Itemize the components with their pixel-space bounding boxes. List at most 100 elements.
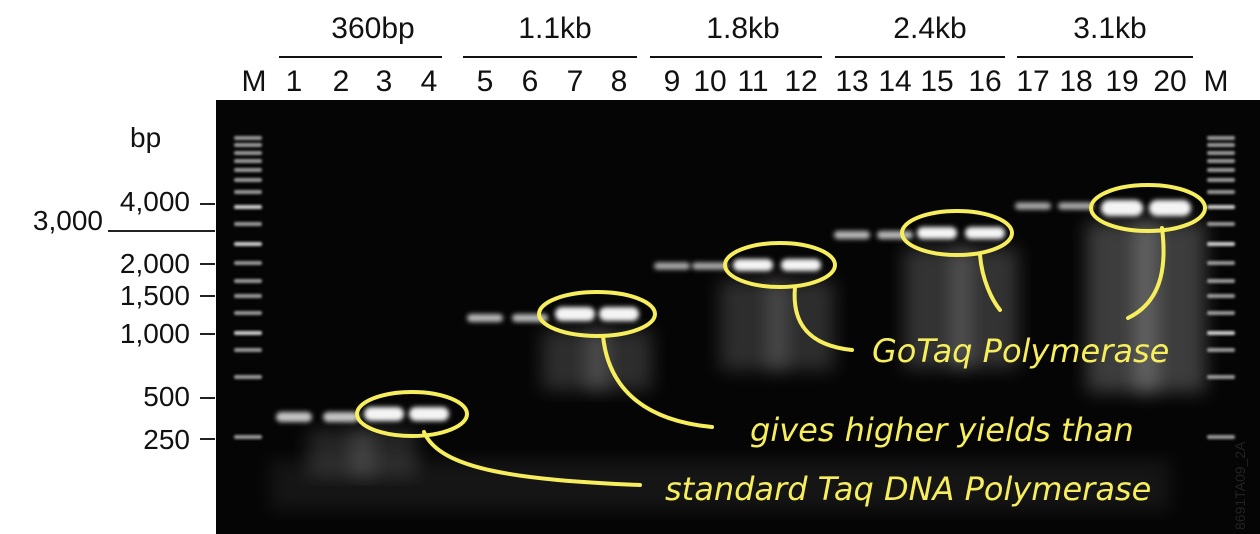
ladder-band — [234, 279, 262, 283]
ladder-band — [1207, 205, 1235, 209]
ladder-band — [1207, 261, 1235, 265]
sample-band-lane-10 — [692, 262, 728, 270]
lane-label-11: 11 — [737, 65, 769, 98]
ladder-band — [1207, 136, 1235, 140]
lane-label-4: 4 — [420, 65, 438, 98]
group-underline — [279, 56, 442, 58]
ladder-band — [234, 136, 262, 140]
sample-band-lane-4 — [409, 407, 449, 421]
size-label-4000: 4,000 — [119, 186, 190, 217]
group-underline — [463, 56, 637, 58]
ladder-band — [1207, 348, 1235, 352]
lane-label-12: 12 — [784, 65, 818, 98]
ladder-band — [1207, 168, 1235, 172]
ladder-band — [1207, 190, 1235, 194]
ladder-band — [234, 294, 262, 298]
ladder-band — [234, 242, 262, 246]
highlight-ellipse-1-1kb — [537, 290, 657, 338]
size-label-2000: 2,000 — [119, 248, 190, 279]
highlight-ellipse-2-4kb — [900, 209, 1014, 257]
lane-label-marker: M — [1203, 65, 1229, 98]
lane-label-17: 17 — [1016, 65, 1050, 98]
lane-label-3: 3 — [375, 65, 393, 98]
size-tick — [200, 263, 215, 265]
lane-label-20: 20 — [1153, 65, 1187, 98]
lane-label-7: 7 — [566, 65, 584, 98]
sample-band-lane-9 — [654, 262, 690, 270]
primer-dimer-smear — [270, 460, 1170, 510]
lane-label-1: 1 — [285, 65, 303, 98]
ladder-band — [1207, 375, 1235, 379]
ladder-band — [1207, 311, 1235, 315]
sample-band-lane-14 — [877, 231, 913, 239]
ladder-band — [234, 168, 262, 172]
ladder-band — [1207, 279, 1235, 283]
highlight-ellipse-3-1kb — [1089, 183, 1207, 233]
ladder-band — [234, 375, 262, 379]
sample-band-lane-17 — [1015, 202, 1051, 210]
ladder-band — [1207, 151, 1235, 155]
lane-label-6: 6 — [521, 65, 539, 98]
lane-label-8: 8 — [610, 65, 628, 98]
size-label-250: 250 — [143, 424, 190, 455]
pointer-line-1-1kb — [601, 334, 714, 429]
ladder-band — [234, 143, 262, 147]
annotation-line-3: standard Taq DNA Polymerase — [665, 470, 1151, 508]
size-label-1000: 1,000 — [119, 318, 190, 349]
size-tick — [200, 438, 215, 440]
lane-label-18: 18 — [1059, 65, 1093, 98]
ladder-band — [1207, 143, 1235, 147]
group-label-1-8kb: 1.8kb — [706, 12, 780, 45]
lane-label-10: 10 — [693, 65, 727, 98]
ladder-band — [1207, 294, 1235, 298]
size-label-1500: 1,500 — [119, 280, 190, 311]
group-label-360bp: 360bp — [331, 12, 415, 45]
sample-band-lane-19 — [1101, 200, 1143, 216]
ladder-band — [1207, 435, 1235, 439]
figure-id: 8691TA09_2A — [1232, 441, 1248, 530]
size-label-3000: 3,000 — [32, 205, 103, 236]
pointer-line-3-1kb — [1126, 226, 1166, 320]
size-label-500: 500 — [143, 381, 190, 412]
ladder-band — [1207, 222, 1235, 226]
lane-label-16: 16 — [968, 65, 1002, 98]
sample-band-lane-2 — [323, 412, 359, 422]
ladder-band — [1207, 178, 1235, 182]
group-label-3-1kb: 3.1kb — [1073, 12, 1147, 45]
size-tick — [108, 230, 215, 232]
sample-band-lane-12 — [781, 259, 821, 271]
ladder-band — [1207, 331, 1235, 335]
sample-band-lane-20 — [1149, 200, 1191, 216]
ladder-band — [234, 311, 262, 315]
pointer-line-360bp — [422, 430, 642, 487]
lane-label-15: 15 — [920, 65, 954, 98]
lane-label-9: 9 — [663, 65, 681, 98]
size-tick — [200, 397, 215, 399]
ladder-band — [234, 435, 262, 439]
pointer-line-1-8kb — [792, 285, 854, 352]
lane-label-19: 19 — [1105, 65, 1139, 98]
highlight-ellipse-1-8kb — [723, 241, 837, 289]
ladder-band — [234, 151, 262, 155]
group-label-1-1kb: 1.1kb — [518, 12, 592, 45]
lane-label-marker: M — [241, 65, 267, 98]
sample-band-lane-8 — [599, 307, 639, 321]
sample-band-lane-3 — [364, 407, 404, 421]
group-underline — [1017, 56, 1193, 58]
pointer-line-2-4kb — [978, 253, 1002, 312]
sample-band-lane-5 — [467, 314, 503, 322]
ladder-band — [234, 222, 262, 226]
lane-label-2: 2 — [332, 65, 350, 98]
group-label-2-4kb: 2.4kb — [893, 12, 967, 45]
ladder-band — [1207, 159, 1235, 163]
size-tick — [200, 333, 215, 335]
ladder-band — [234, 348, 262, 352]
bp-unit-label: bp — [130, 122, 162, 153]
lane-label-5: 5 — [476, 65, 494, 98]
ladder-band — [234, 261, 262, 265]
annotation-line-2: gives higher yields than — [750, 411, 1134, 449]
ladder-band — [234, 159, 262, 163]
sample-band-lane-11 — [733, 259, 773, 271]
lane-smear — [952, 248, 1018, 368]
